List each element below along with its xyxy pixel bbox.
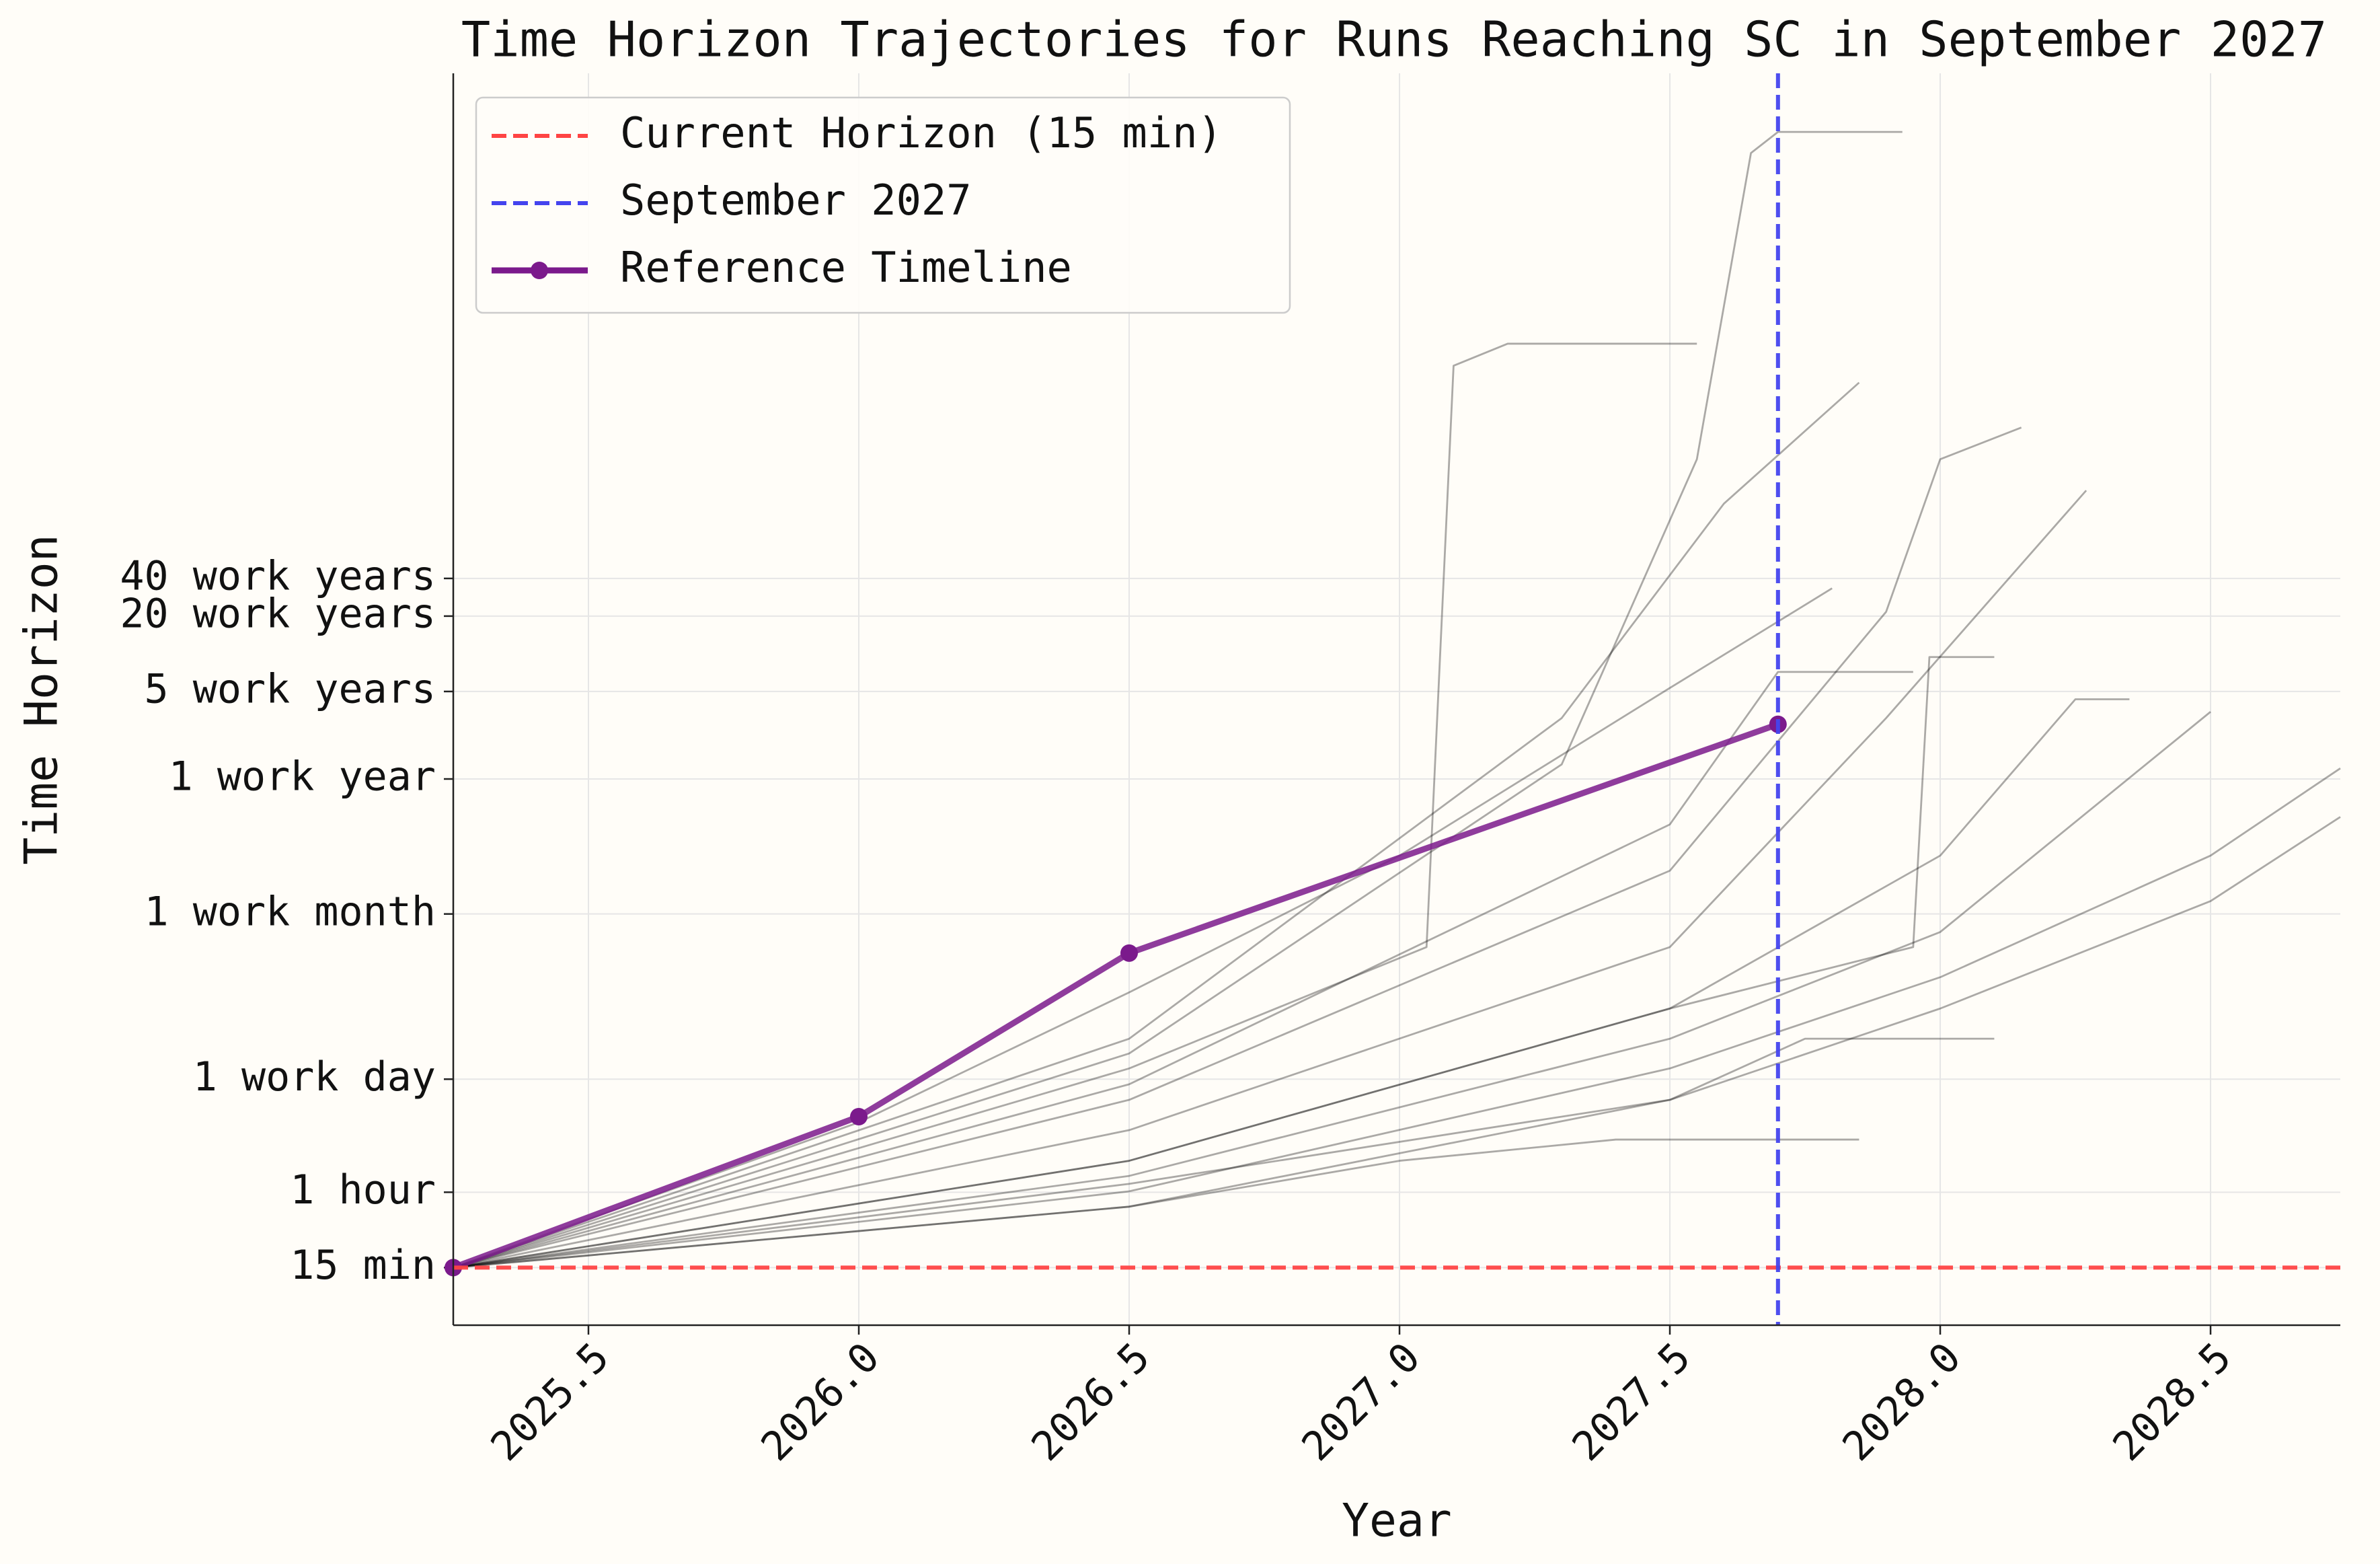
y-tick-label: 1 work month <box>145 888 436 935</box>
point <box>1120 944 1139 962</box>
chart-title: Time Horizon Trajectories for Runs Reach… <box>461 11 2327 68</box>
trajectory <box>453 698 2130 1269</box>
trajectory <box>453 656 1995 1269</box>
x-axis-label: Year <box>1342 1495 1452 1548</box>
trajectory <box>453 767 2341 1269</box>
point <box>850 1107 868 1125</box>
y-tick-label: 40 work years <box>120 552 436 599</box>
y-tick-label: 1 hour <box>290 1166 436 1214</box>
legend-marker <box>531 262 548 279</box>
legend-label: Current Horizon (15 min) <box>620 108 1223 157</box>
trajectory <box>453 816 2341 1269</box>
y-tick-label: 15 min <box>290 1242 436 1289</box>
y-tick-label: 20 work years <box>120 590 436 637</box>
legend-label: September 2027 <box>620 176 972 225</box>
trajectory <box>453 381 1860 1269</box>
reference-timeline <box>452 721 1779 1271</box>
trajectory <box>453 1138 1859 1269</box>
y-axis-label: Time Horizon <box>15 534 69 864</box>
y-tick-label: 1 work day <box>193 1053 436 1101</box>
y-tick-label: 5 work years <box>145 666 436 713</box>
trajectory <box>453 711 2211 1269</box>
trajectory <box>453 342 1697 1269</box>
legend-label: Reference Timeline <box>620 243 1072 292</box>
trajectory <box>453 587 1833 1269</box>
trajectory <box>453 131 1903 1269</box>
trajectory <box>453 490 2087 1269</box>
trajectory <box>453 671 1913 1269</box>
legend-box <box>475 96 1291 314</box>
trajectory <box>453 1037 1995 1269</box>
y-tick-label: 1 work year <box>169 753 436 800</box>
